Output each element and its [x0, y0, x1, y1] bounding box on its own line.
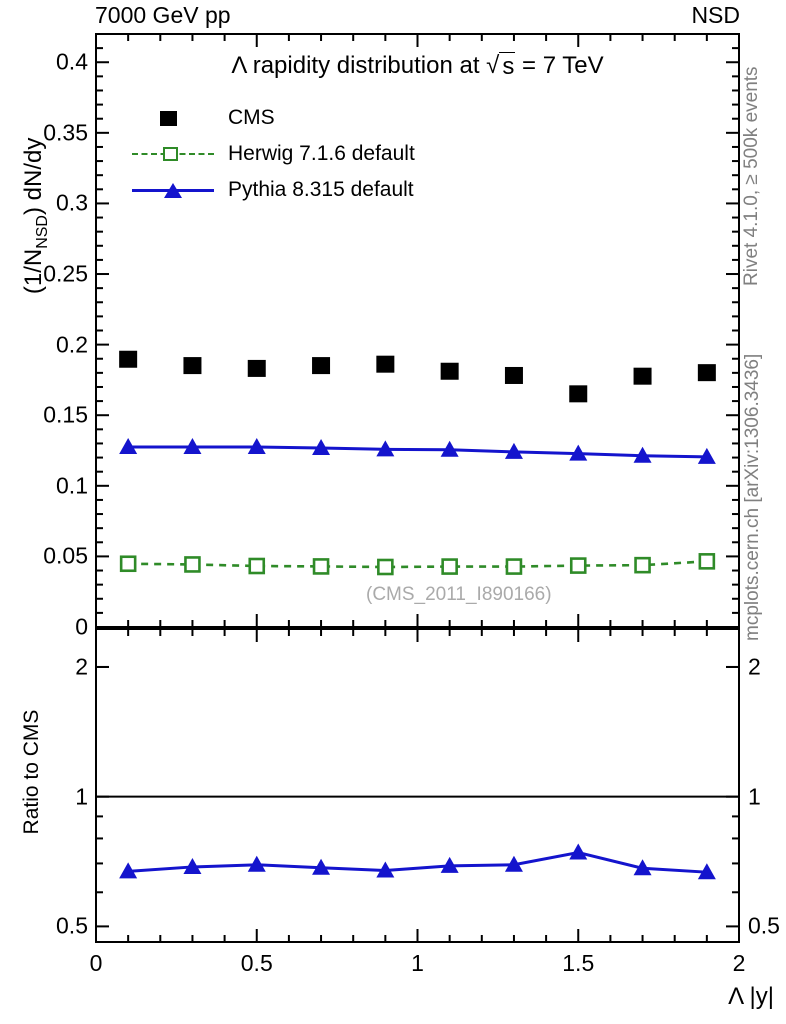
cms-marker	[312, 357, 331, 375]
pythia-marker	[697, 447, 716, 464]
herwig-marker	[248, 557, 266, 575]
plot-title: Λ rapidity distribution at √ s = 7 TeV	[95, 52, 740, 80]
y-tick-label-ratio-right: 1	[748, 783, 761, 810]
y-axis-labels-ratio: 0.5 1 2	[0, 0, 88, 1024]
y-tick-label-main: 0	[75, 613, 88, 640]
ratio-pythia-marker	[569, 843, 588, 860]
ratio-pythia-marker	[247, 855, 266, 872]
y-tick-label-main: 0.15	[43, 401, 88, 428]
y-axis-labels-main: 0 0.05 0.1 0.15 0.2 0.25 0.3 0.35 0.4	[0, 0, 88, 1024]
legend: CMS Herwig 7.1.6 default Pythia 8.315 de…	[132, 103, 415, 211]
beam-energy-label: 7000 GeV pp	[95, 2, 231, 28]
ratio-pythia-marker	[119, 862, 138, 879]
y-tick-label-ratio-right: 2	[748, 653, 761, 680]
y-tick-label-ratio: 1	[75, 783, 88, 810]
herwig-marker	[377, 558, 394, 576]
pythia-marker	[247, 437, 266, 454]
y-tick-label-main: 0.05	[43, 542, 88, 569]
x-tick-label: 0	[89, 950, 103, 976]
legend-key-herwig	[132, 144, 214, 164]
plot-title-tail: = 7 TeV	[515, 52, 604, 79]
cms-marker	[247, 359, 266, 377]
process-label: NSD	[691, 2, 740, 28]
ratio-pythia-marker	[376, 861, 395, 878]
sqrt-icon: √	[486, 52, 500, 79]
filled-triangle-icon	[164, 183, 182, 198]
legend-label-pythia: Pythia 8.315 default	[228, 178, 414, 201]
herwig-marker	[505, 558, 523, 575]
pythia-marker	[569, 444, 588, 461]
herwig-marker	[634, 556, 651, 574]
y-tick-label-ratio: 2	[75, 653, 88, 680]
y-tick-label-main: 0.4	[56, 48, 88, 75]
y-tick-label-main: 0.35	[43, 119, 88, 146]
cms-marker	[119, 350, 138, 368]
y-tick-label-main: 0.2	[56, 331, 88, 358]
pythia-marker	[440, 440, 459, 457]
ratio-pythia-marker	[697, 863, 716, 880]
plot-title-main: Λ rapidity distribution at	[231, 52, 487, 79]
pythia-marker	[504, 442, 523, 459]
pythia-line	[128, 445, 707, 459]
y-tick-label-main: 0.1	[56, 472, 88, 499]
cms-marker	[569, 385, 588, 403]
legend-key-cms	[132, 108, 214, 128]
cms-marker	[376, 355, 395, 373]
x-axis-title: Λ |y|	[728, 983, 774, 1010]
cms-marker	[183, 357, 202, 375]
pythia-marker	[183, 437, 202, 454]
open-square-icon	[163, 147, 178, 161]
herwig-line	[128, 560, 707, 569]
cms-marker	[504, 366, 523, 384]
ratio-pythia-marker	[504, 855, 523, 872]
pythia-marker	[312, 438, 331, 455]
herwig-marker	[184, 556, 201, 573]
pythia-marker	[633, 446, 652, 463]
cms-marker	[440, 362, 459, 380]
filled-square-icon	[160, 111, 177, 126]
legend-label-cms: CMS	[228, 106, 275, 129]
pythia-marker	[119, 437, 138, 454]
pythia-marker	[376, 440, 395, 457]
legend-entry-cms[interactable]: CMS	[132, 103, 415, 133]
y-tick-label-main: 0.3	[56, 189, 88, 216]
herwig-marker	[569, 557, 587, 574]
ratio-pythia-line	[128, 850, 707, 874]
analysis-id-watermark: (CMS_2011_I890166)	[366, 584, 552, 605]
legend-entry-herwig[interactable]: Herwig 7.1.6 default	[132, 139, 415, 169]
ratio-pythia-marker	[440, 856, 459, 873]
herwig-marker	[119, 555, 137, 573]
legend-key-pythia	[132, 180, 214, 200]
sqrt-radicand: s	[499, 52, 516, 80]
y-tick-label-ratio-right: 0.5	[748, 912, 780, 939]
herwig-marker	[312, 558, 330, 575]
herwig-marker	[441, 558, 458, 575]
cms-marker	[633, 367, 652, 385]
legend-label-herwig: Herwig 7.1.6 default	[228, 142, 415, 165]
ratio-pythia-marker	[633, 859, 652, 876]
x-tick-label: 0.5	[240, 950, 273, 976]
x-tick-label: 1.5	[562, 950, 595, 976]
cms-marker	[697, 364, 716, 382]
y-tick-label-main: 0.25	[43, 260, 88, 287]
ratio-pythia-marker	[312, 858, 331, 875]
legend-entry-pythia[interactable]: Pythia 8.315 default	[132, 175, 415, 205]
ratio-pythia-marker	[183, 857, 202, 874]
x-tick-label: 1	[411, 950, 424, 976]
y-tick-label-ratio: 0.5	[56, 912, 88, 939]
herwig-marker	[698, 553, 716, 570]
x-tick-label: 2	[732, 950, 746, 976]
